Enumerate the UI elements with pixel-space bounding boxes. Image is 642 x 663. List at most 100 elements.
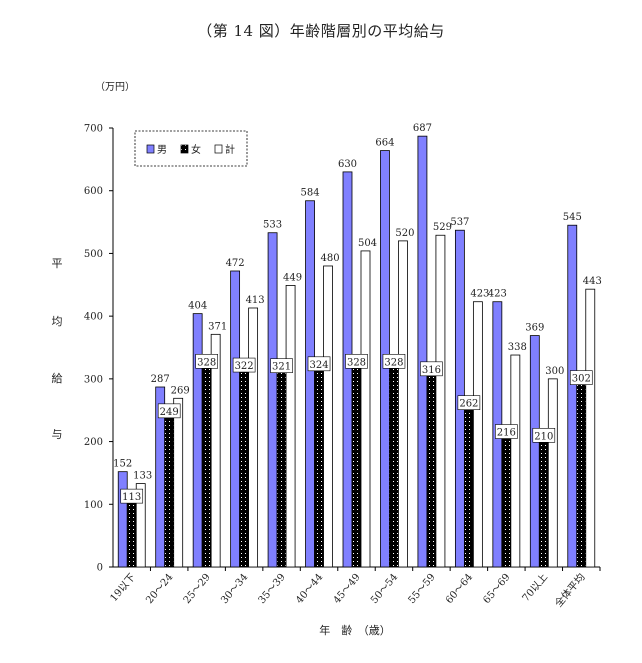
value-label-男: 423 xyxy=(488,289,507,300)
value-label-男: 287 xyxy=(151,374,170,385)
value-label-box xyxy=(157,403,181,419)
value-label-計: 413 xyxy=(246,295,265,306)
value-label-女: 216 xyxy=(495,424,518,439)
y-tick-label: 0 xyxy=(97,563,103,574)
chart-title: （第 14 図）年齢階層別の平均給与 xyxy=(197,22,445,40)
bar-男 xyxy=(305,200,315,568)
value-label-男: 369 xyxy=(525,323,544,334)
bar-男 xyxy=(230,270,241,568)
y-tick-label: 500 xyxy=(84,249,103,260)
value-label-text: 113 xyxy=(122,492,141,503)
value-label-text: 328 xyxy=(384,357,403,368)
value-label-女: 322 xyxy=(232,357,256,373)
bar-計 xyxy=(510,354,521,568)
value-label-計: 529 xyxy=(433,222,452,233)
y-unit-label: （万円） xyxy=(95,81,135,93)
legend-swatch-計 xyxy=(214,144,223,154)
value-label-計: 269 xyxy=(171,385,190,396)
value-label-text: 328 xyxy=(347,357,366,368)
y-tick-label: 700 xyxy=(84,124,103,135)
bar-女 xyxy=(426,368,437,568)
value-label-box xyxy=(195,353,218,369)
bar-計 xyxy=(435,234,446,568)
y-tick-label: 100 xyxy=(84,500,103,511)
value-label-女: 262 xyxy=(457,395,481,410)
value-label-text: 316 xyxy=(422,365,441,376)
value-label-text: 210 xyxy=(534,431,553,442)
bar-女 xyxy=(351,360,362,568)
value-label-計: 443 xyxy=(583,276,602,287)
x-tick-label: 60～64 xyxy=(444,572,475,606)
bar-計 xyxy=(585,288,596,568)
bar-計 xyxy=(173,397,184,568)
y-axis-title-char: 与 xyxy=(52,428,63,441)
bar-女 xyxy=(164,410,175,568)
value-label-text: 322 xyxy=(235,361,254,372)
value-label-box xyxy=(232,357,256,373)
value-label-計: 520 xyxy=(395,228,414,239)
bar-計 xyxy=(323,265,333,568)
value-label-女: 210 xyxy=(532,427,556,443)
bar-女 xyxy=(501,431,512,568)
value-label-男: 472 xyxy=(226,258,245,269)
bar-計 xyxy=(398,240,408,568)
x-tick-label: 50～54 xyxy=(369,572,400,606)
y-tick-label: 200 xyxy=(84,437,103,448)
value-label-text: 321 xyxy=(272,362,291,373)
value-label-box xyxy=(382,353,406,369)
value-label-計: 480 xyxy=(320,253,339,264)
x-tick-label: 70以上 xyxy=(520,571,550,604)
value-label-text: 324 xyxy=(309,360,328,371)
x-tick-label: 19以下 xyxy=(109,572,138,604)
x-tick-label: 65～69 xyxy=(481,572,512,606)
bar-男 xyxy=(529,335,540,568)
value-label-男: 152 xyxy=(113,459,132,470)
y-tick-label: 600 xyxy=(84,186,103,197)
bar-女 xyxy=(389,360,399,568)
y-tick-label: 400 xyxy=(84,312,103,323)
bar-女 xyxy=(314,363,324,568)
value-label-text: 302 xyxy=(572,374,591,385)
legend-swatch-女 xyxy=(180,144,189,154)
bar-男 xyxy=(417,135,428,568)
value-label-男: 404 xyxy=(188,301,207,312)
bar-男 xyxy=(342,171,353,568)
value-label-計: 371 xyxy=(208,321,227,332)
bar-女 xyxy=(276,365,287,568)
value-label-計: 449 xyxy=(283,272,302,283)
value-label-計: 338 xyxy=(508,342,527,353)
value-label-計: 423 xyxy=(470,289,489,300)
bar-女 xyxy=(463,402,474,568)
value-label-女: 328 xyxy=(382,353,406,369)
bar-男 xyxy=(192,313,203,568)
bar-計 xyxy=(135,483,146,568)
value-label-男: 630 xyxy=(338,159,357,170)
value-label-text: 262 xyxy=(459,399,478,410)
bar-男 xyxy=(267,232,278,568)
value-label-男: 537 xyxy=(450,217,469,228)
bar-女 xyxy=(239,364,250,568)
bar-計 xyxy=(547,378,558,568)
bar-計 xyxy=(210,333,221,568)
value-label-box xyxy=(532,427,556,443)
x-tick-label: 55～59 xyxy=(407,572,438,606)
bar-女 xyxy=(201,360,212,568)
value-label-box xyxy=(457,395,481,410)
x-tick-label: 45～49 xyxy=(332,572,363,606)
value-label-text: 328 xyxy=(197,357,216,368)
value-label-女: 316 xyxy=(420,361,443,377)
value-label-box xyxy=(307,356,331,372)
value-label-女: 324 xyxy=(307,356,331,372)
value-label-box xyxy=(270,358,293,373)
bar-計 xyxy=(472,301,483,568)
legend-label-計: 計 xyxy=(225,143,235,156)
value-label-box xyxy=(345,353,368,369)
value-label-計: 133 xyxy=(133,471,152,482)
value-label-box xyxy=(495,424,518,439)
value-label-box xyxy=(420,361,443,377)
bar-計 xyxy=(360,250,371,568)
legend-label-女: 女 xyxy=(191,143,201,156)
value-label-男: 545 xyxy=(563,212,582,223)
value-label-女: 249 xyxy=(157,403,181,419)
